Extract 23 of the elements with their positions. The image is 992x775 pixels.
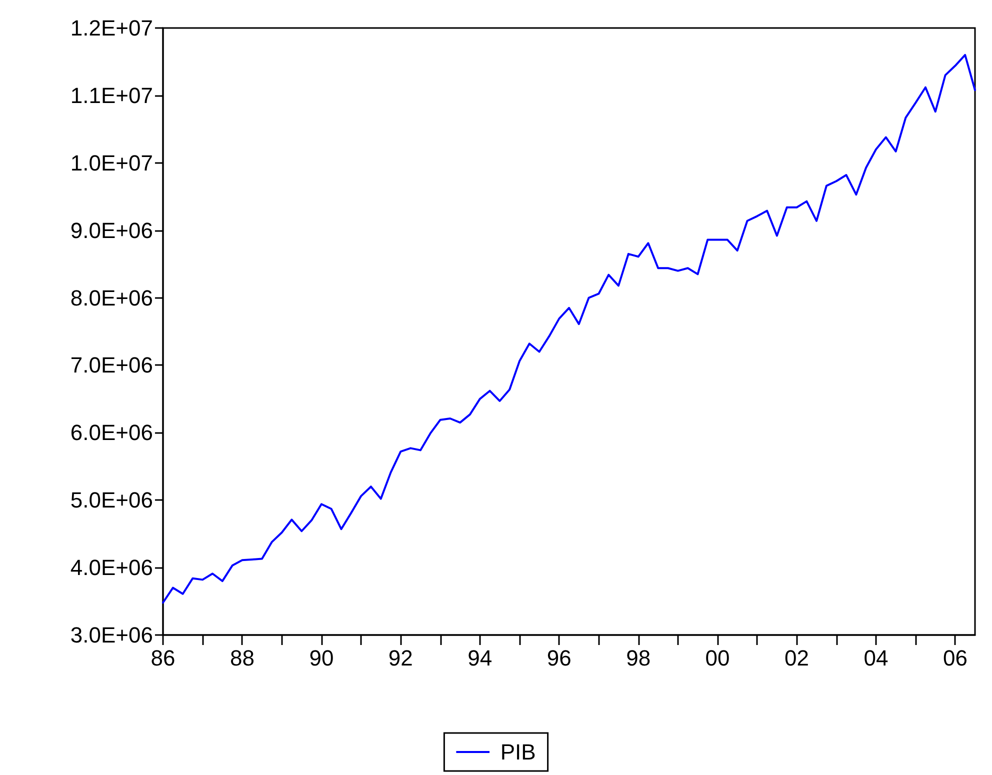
y-tick-label: 1.1E+07 bbox=[70, 82, 153, 108]
line-series bbox=[162, 54, 976, 604]
x-tick-label: 06 bbox=[942, 646, 968, 670]
x-tick-label: 86 bbox=[150, 646, 176, 670]
legend-label: PIB bbox=[500, 740, 536, 764]
x-tick-label: 04 bbox=[864, 646, 888, 670]
y-tick-label: 7.0E+06 bbox=[70, 352, 153, 378]
y-tick-label: 4.0E+06 bbox=[70, 555, 153, 580]
x-tick-label: 88 bbox=[230, 646, 254, 670]
y-tick-label: 9.0E+06 bbox=[70, 218, 153, 243]
x-tick-label: 00 bbox=[705, 646, 730, 670]
x-tick-label: 98 bbox=[626, 646, 651, 670]
x-tick-label: 02 bbox=[784, 646, 809, 670]
x-tick-label: 96 bbox=[546, 646, 572, 670]
y-tick-label: 3.0E+06 bbox=[70, 622, 153, 648]
y-tick-label: 5.0E+06 bbox=[70, 488, 153, 513]
x-tick-label: 92 bbox=[388, 646, 413, 670]
x-tick-label: 90 bbox=[309, 646, 334, 670]
y-tick-label: 6.0E+06 bbox=[70, 420, 153, 446]
x-tick-label: 94 bbox=[468, 646, 492, 670]
y-tick-label: 1.0E+07 bbox=[70, 150, 153, 176]
y-tick-label: 8.0E+06 bbox=[70, 285, 153, 310]
y-tick-label: 1.2E+07 bbox=[70, 16, 153, 40]
